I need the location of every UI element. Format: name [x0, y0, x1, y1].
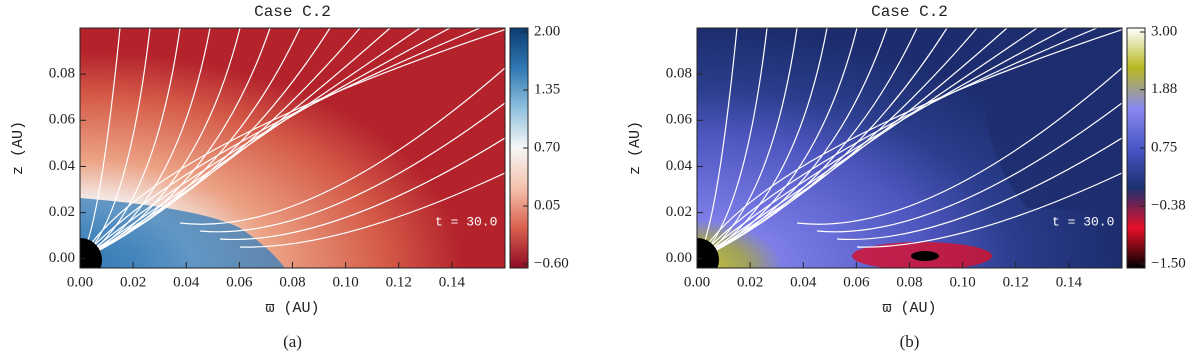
caption: (a) [283, 332, 302, 351]
field-line [80, 28, 361, 261]
colorbar-tick-label: 3.00 [1151, 23, 1177, 39]
star [697, 238, 719, 268]
field-line [80, 28, 481, 261]
chart-title: Case C.2 [254, 3, 331, 21]
field-line [697, 28, 1098, 261]
y-tick-label: 0.08 [666, 66, 692, 82]
field-line [816, 102, 1122, 233]
x-tick-label: 0.00 [67, 274, 93, 290]
field-line [697, 28, 1068, 261]
field-line [697, 28, 828, 261]
y-tick-label: 0.04 [49, 158, 76, 174]
x-tick-label: 0.06 [226, 274, 253, 290]
y-tick-label: 0.00 [49, 250, 75, 266]
field-line [697, 29, 1122, 261]
y-tick-label: 0.06 [666, 112, 693, 128]
field-region [80, 198, 285, 268]
field-line [239, 172, 505, 248]
field-line [856, 172, 1122, 248]
x-tick-label: 0.02 [120, 274, 146, 290]
y-tick-label: 0.04 [666, 158, 693, 174]
caption: (b) [900, 332, 920, 351]
x-axis-label: ϖ (AU) [265, 300, 319, 317]
x-tick-label: 0.04 [790, 274, 817, 290]
x-tick-label: 0.12 [1003, 274, 1029, 290]
field-line [697, 28, 948, 261]
field-region [984, 28, 1122, 213]
y-tick-label: 0.02 [49, 204, 75, 220]
field-line [80, 28, 211, 261]
field-line [697, 28, 1008, 261]
x-tick-label: 0.14 [1056, 274, 1083, 290]
x-axis-label: ϖ (AU) [882, 300, 936, 317]
x-tick-label: 0.06 [843, 274, 870, 290]
field-line [179, 67, 505, 225]
x-tick-label: 0.12 [386, 274, 412, 290]
field-line [80, 29, 505, 261]
field-line [80, 28, 451, 261]
field-line [80, 28, 181, 261]
annotation: t = 30.0 [435, 214, 497, 229]
field-line [199, 102, 505, 233]
y-tick-label: 0.02 [666, 204, 692, 220]
x-tick-label: 0.10 [950, 274, 976, 290]
field-line [219, 137, 505, 241]
y-tick-label: 0.06 [49, 112, 76, 128]
colorbar-tick-label: −0.38 [1151, 198, 1186, 214]
field-region [911, 251, 939, 261]
x-tick-label: 0.00 [684, 274, 710, 290]
y-axis-label: z (AU) [627, 121, 644, 175]
field-line [80, 28, 331, 261]
field-line [796, 67, 1122, 225]
annotation: t = 30.0 [1052, 214, 1114, 229]
x-tick-label: 0.04 [173, 274, 200, 290]
colorbar-tick-label: −1.50 [1151, 255, 1186, 271]
colorbar-tick-label: 1.88 [1151, 81, 1177, 97]
x-tick-label: 0.10 [333, 274, 359, 290]
colorbar-tick-label: 0.75 [1151, 139, 1177, 155]
colorbar-tick-label: 1.35 [534, 81, 560, 97]
field-line [836, 137, 1122, 241]
y-tick-label: 0.00 [666, 250, 692, 266]
chart-title: Case C.2 [871, 3, 948, 21]
y-axis-label: z (AU) [10, 121, 27, 175]
x-tick-label: 0.08 [279, 274, 305, 290]
field-line [697, 28, 978, 261]
plot-field [80, 28, 505, 268]
colorbar-tick-label: 2.00 [534, 23, 560, 39]
colorbar-tick-label: −0.60 [534, 255, 569, 271]
field-line [697, 28, 798, 261]
field-line [80, 28, 421, 261]
field-line [697, 28, 1038, 261]
y-tick-label: 0.08 [49, 66, 75, 82]
colorbar-tick-label: 0.05 [534, 197, 560, 213]
star [80, 238, 102, 268]
colorbar-tick-label: 0.70 [534, 139, 560, 155]
x-tick-label: 0.14 [439, 274, 466, 290]
x-tick-label: 0.02 [737, 274, 763, 290]
plot-field [697, 28, 1122, 268]
field-line [80, 28, 391, 261]
x-tick-label: 0.08 [896, 274, 922, 290]
